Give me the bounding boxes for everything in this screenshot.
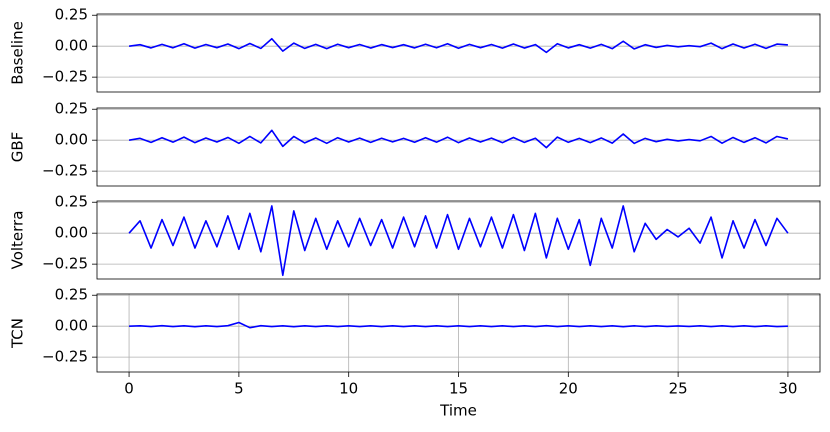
y-tick-label: 0.00: [55, 224, 88, 242]
y-tick-label: −0.25: [42, 68, 88, 86]
x-tick-label: 30: [778, 380, 797, 398]
y-tick-label: 0.00: [55, 131, 88, 149]
y-tick-label: 0.25: [55, 193, 88, 211]
x-tick-label: 0: [124, 380, 134, 398]
signal-line: [128, 205, 789, 277]
signal-line: [129, 321, 788, 329]
y-tick-label: 0.25: [55, 100, 88, 118]
axes-frame: [96, 293, 821, 373]
y-tick-label: 0.25: [55, 6, 88, 24]
y-axis-label: GBF: [9, 132, 27, 163]
signal-line: [128, 37, 788, 54]
x-tick-label: 20: [559, 380, 578, 398]
x-tick-label: 10: [339, 380, 358, 398]
axes-frame: [96, 200, 821, 280]
x-axis-label: Time: [439, 402, 477, 420]
x-tick-label: 25: [669, 380, 688, 398]
axes-frame: [96, 107, 821, 187]
y-axis-label: Volterra: [9, 211, 27, 270]
x-tick-label: 5: [234, 380, 244, 398]
x-tick-label: 15: [449, 380, 468, 398]
y-tick-label: 0.00: [55, 37, 88, 55]
signal-line: [128, 129, 789, 149]
axes-frame: [96, 13, 821, 93]
y-axis-label: Baseline: [9, 21, 27, 85]
y-tick-label: −0.25: [42, 255, 88, 273]
y-tick-label: 0.00: [55, 317, 88, 335]
y-tick-label: −0.25: [42, 162, 88, 180]
y-tick-label: 0.25: [55, 286, 88, 304]
y-axis-label: TCN: [9, 318, 27, 349]
y-tick-label: −0.25: [42, 348, 88, 366]
